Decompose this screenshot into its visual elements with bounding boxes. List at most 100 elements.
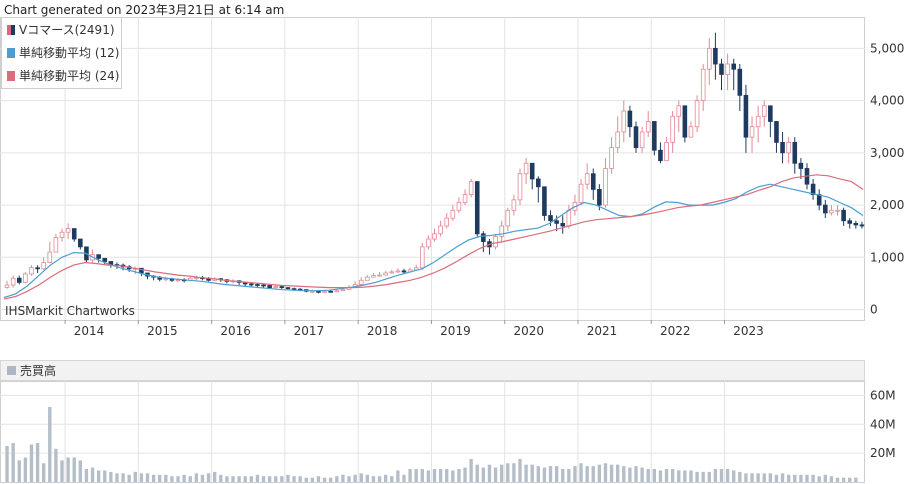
volume-bar xyxy=(628,467,632,482)
volume-bar xyxy=(493,467,498,482)
volume-bar xyxy=(298,476,302,482)
volume-bar xyxy=(573,466,577,482)
candle-body xyxy=(560,222,566,227)
volume-bar xyxy=(793,474,797,482)
volume-bar xyxy=(487,464,492,482)
candle-body xyxy=(792,141,798,164)
candle-body xyxy=(474,181,480,235)
legend-item-sma12[interactable]: 単純移動平均 (12) xyxy=(2,41,121,64)
volume-bar xyxy=(286,474,290,482)
volume-bar xyxy=(420,469,424,482)
volume-bar xyxy=(212,471,217,482)
candle-body xyxy=(517,173,523,201)
candle-body xyxy=(566,209,572,227)
volume-bar xyxy=(347,476,351,482)
volume-grid xyxy=(0,381,865,483)
volume-bar xyxy=(115,473,119,482)
candle-body xyxy=(841,209,846,222)
candle-body xyxy=(835,209,840,212)
volume-bar xyxy=(463,467,467,482)
candle-body xyxy=(633,126,639,149)
price-x-tick-label: 2023 xyxy=(733,324,764,338)
candlestick-series xyxy=(4,32,865,294)
candle-body xyxy=(523,162,529,175)
volume-bar xyxy=(396,470,400,482)
volume-bar xyxy=(481,467,486,482)
volume-bar xyxy=(677,470,681,482)
volume-bar xyxy=(554,466,559,482)
candle-body xyxy=(194,277,199,280)
price-x-tick-label: 2019 xyxy=(440,324,471,338)
price-x-tick-label: 2016 xyxy=(220,324,251,338)
volume-bar xyxy=(738,471,742,482)
volume-plot-frame xyxy=(0,381,865,483)
candle-body xyxy=(505,209,511,227)
candle-body xyxy=(584,173,590,185)
price-x-tick-label: 2021 xyxy=(587,324,618,338)
price-y-tick-label: 1,000 xyxy=(870,250,904,264)
volume-bar xyxy=(475,464,479,482)
candle-body xyxy=(395,270,401,273)
candle-body xyxy=(731,63,737,70)
candle-body xyxy=(444,217,450,227)
volume-bar xyxy=(194,473,199,482)
volume-bar xyxy=(17,460,21,482)
candle-body xyxy=(279,286,285,289)
candle-body xyxy=(786,141,791,154)
candle-body xyxy=(285,287,291,290)
candle-body xyxy=(71,228,77,240)
candle-body xyxy=(291,288,297,291)
volume-bar xyxy=(750,473,754,482)
candle-body xyxy=(340,289,346,292)
volume-bar xyxy=(689,470,693,482)
volume-bar xyxy=(365,474,370,482)
candle-body xyxy=(658,149,663,162)
volume-bar xyxy=(548,466,553,482)
volume-bar xyxy=(322,477,327,482)
volume-bar xyxy=(310,477,315,482)
volume-bar xyxy=(579,463,583,482)
volume-bar xyxy=(29,444,34,482)
volume-bar xyxy=(35,443,40,482)
volume-bar xyxy=(66,457,70,482)
candle-body xyxy=(365,276,370,281)
volume-bar xyxy=(530,464,534,482)
candle-body xyxy=(426,238,431,248)
volume-bar xyxy=(640,467,644,482)
legend-label-price: Vコマース(2491) xyxy=(19,23,115,37)
volume-bar xyxy=(151,474,156,482)
candle-body xyxy=(719,63,724,75)
volume-bar xyxy=(231,476,235,482)
candle-body xyxy=(761,105,767,117)
price-y-tick-label: 2,000 xyxy=(870,198,904,212)
candle-body xyxy=(664,141,669,162)
candle-body xyxy=(102,257,108,262)
volume-bar xyxy=(829,476,834,482)
volume-bar xyxy=(182,474,186,482)
candle-body xyxy=(261,284,266,287)
candle-body xyxy=(578,183,584,203)
volume-bar xyxy=(664,469,669,482)
volume-panel-header: 売買高 xyxy=(0,360,865,381)
candle-body xyxy=(810,183,816,196)
volume-bar xyxy=(353,474,357,482)
candle-body xyxy=(743,94,749,138)
candle-body xyxy=(688,126,694,138)
volume-bar xyxy=(848,477,852,482)
candle-body xyxy=(59,231,65,238)
legend-item-price[interactable]: Vコマース(2491) xyxy=(2,18,121,41)
volume-bar xyxy=(744,473,748,482)
legend-item-sma24[interactable]: 単純移動平均 (24) xyxy=(2,64,121,87)
candle-body xyxy=(358,279,364,285)
volume-bar xyxy=(414,469,418,482)
volume-bar xyxy=(524,464,528,482)
volume-bar xyxy=(188,476,192,482)
candle-body xyxy=(768,105,773,122)
candle-body xyxy=(609,147,614,169)
volume-bar xyxy=(695,471,699,482)
volume-bar xyxy=(96,470,101,482)
volume-bar xyxy=(805,474,809,482)
volume-y-tick-label: 60M xyxy=(870,388,896,402)
candle-body xyxy=(10,277,16,286)
candle-body xyxy=(645,121,651,133)
